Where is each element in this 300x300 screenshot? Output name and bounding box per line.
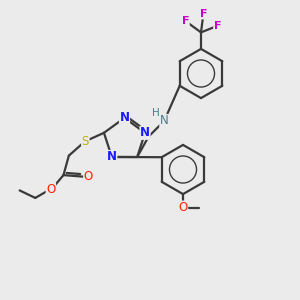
- Text: F: F: [182, 16, 189, 26]
- Text: O: O: [178, 201, 188, 214]
- Text: O: O: [84, 170, 93, 183]
- Text: N: N: [119, 111, 130, 124]
- Text: S: S: [82, 135, 89, 148]
- Text: F: F: [200, 9, 207, 19]
- Text: N: N: [107, 151, 117, 164]
- Text: O: O: [46, 183, 56, 196]
- Text: H: H: [152, 108, 160, 118]
- Text: N: N: [160, 115, 169, 128]
- Text: F: F: [214, 21, 221, 31]
- Text: N: N: [140, 126, 150, 139]
